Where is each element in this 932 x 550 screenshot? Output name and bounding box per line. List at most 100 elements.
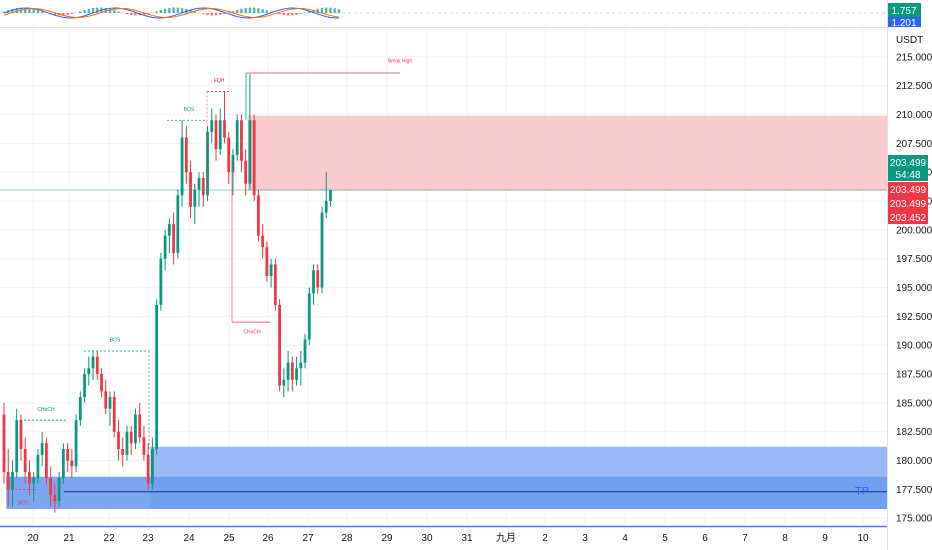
candle-body xyxy=(303,339,307,363)
indicator-bar xyxy=(91,7,95,13)
indicator-bar xyxy=(261,9,264,13)
structure-annotation: Weak High xyxy=(388,59,413,65)
zones xyxy=(6,115,888,510)
price-tag-value: 203.499 xyxy=(890,199,927,210)
candle-body xyxy=(142,437,146,455)
time-axis[interactable]: 20 21 22 23 24 25 26 27 28 29 30 31 九月 2 3 4 5 6 7 8 9 10 xyxy=(27,532,869,544)
indicator-value-text: 1.757 xyxy=(891,6,916,17)
structure-annotation: BOS xyxy=(110,338,121,344)
indicator-bar xyxy=(240,8,243,13)
candle-body xyxy=(176,195,180,253)
x-tick-label: 30 xyxy=(421,533,433,544)
candle-body xyxy=(282,379,286,386)
candle-body xyxy=(6,472,10,490)
candle-body xyxy=(273,264,277,305)
candle-body xyxy=(180,137,184,196)
indicator-bar xyxy=(28,8,31,13)
tp-label: TP xyxy=(855,486,869,498)
candle-body xyxy=(23,449,27,473)
price-tag-value: 203.452 xyxy=(890,213,927,224)
indicator-bar xyxy=(231,11,235,13)
indicator-bar xyxy=(53,13,57,15)
candle-body xyxy=(286,362,290,380)
indicator-bar xyxy=(193,11,196,13)
candle-body xyxy=(61,449,65,478)
candle-body xyxy=(53,495,57,501)
indicator-bar xyxy=(104,8,107,13)
indicator-bar xyxy=(291,13,294,16)
candle-body xyxy=(117,431,120,450)
demand-zone-deep xyxy=(6,476,888,510)
price-axis[interactable]: 215.000212.500210.000207.500205.000202.5… xyxy=(887,0,932,550)
indicator-line-fast xyxy=(3,7,339,19)
candle-body xyxy=(49,477,53,496)
x-tick-label: 28 xyxy=(341,533,353,544)
y-tick-label: 175.000 xyxy=(896,514,932,525)
candle-body xyxy=(95,356,99,375)
indicator-bar xyxy=(333,8,336,13)
indicator-bar xyxy=(125,13,129,15)
indicator-bar xyxy=(202,13,205,15)
candle-body xyxy=(112,397,116,432)
x-tick-label: 九月 xyxy=(496,532,516,544)
candle-body xyxy=(78,397,82,421)
x-tick-label: 25 xyxy=(223,533,235,544)
indicator-bar xyxy=(286,13,290,16)
indicator-bar xyxy=(312,9,315,13)
candle-body xyxy=(11,472,14,490)
candle-body xyxy=(278,304,281,386)
candle-body xyxy=(257,195,260,236)
indicator-bar xyxy=(176,7,180,13)
candle-body xyxy=(32,477,36,484)
indicator-bar xyxy=(325,7,328,13)
indicator-bar xyxy=(79,11,82,13)
candle-body xyxy=(138,414,142,438)
indicator-bar xyxy=(180,8,184,13)
candle-body xyxy=(28,472,31,484)
y-tick-label: 200.000 xyxy=(896,225,932,236)
indicator-bar xyxy=(223,13,226,14)
indicator-value-tag xyxy=(888,3,921,17)
y-tick-label: 177.500 xyxy=(896,485,932,496)
x-tick-label: 4 xyxy=(622,533,628,544)
x-tick-label: 31 xyxy=(461,533,473,544)
indicator-bar xyxy=(214,13,218,16)
indicator-bar xyxy=(168,7,171,13)
candle-body xyxy=(312,270,315,294)
indicator-bar xyxy=(265,10,269,13)
candle-body xyxy=(252,120,256,196)
indicator-strip xyxy=(0,0,887,27)
indicator-bar xyxy=(172,7,175,13)
candle-body xyxy=(100,374,103,392)
x-tick-label: 23 xyxy=(142,533,154,544)
x-tick-label: 29 xyxy=(381,533,393,544)
x-tick-label: 22 xyxy=(103,533,115,544)
candle-body xyxy=(206,131,209,196)
price-tag xyxy=(888,196,928,210)
indicator-value-text-2: 1.201 xyxy=(891,18,916,29)
y-tick-label: 180.000 xyxy=(896,456,932,467)
structure-annotation: BOS xyxy=(184,107,195,113)
candle-body xyxy=(57,477,61,501)
candle-body xyxy=(87,368,91,375)
indicator-bar xyxy=(108,9,112,13)
candle-body xyxy=(45,443,48,478)
y-tick-label: 212.500 xyxy=(896,81,932,92)
x-tick-label: 6 xyxy=(702,533,708,544)
indicator-bar xyxy=(83,10,86,13)
candle-body xyxy=(83,374,86,398)
candle-body xyxy=(214,120,218,150)
x-tick-label: 26 xyxy=(262,533,274,544)
indicator-bar xyxy=(219,13,222,15)
y-tick-label: 207.500 xyxy=(896,139,932,150)
x-tick-label: 10 xyxy=(857,533,869,544)
candle-body xyxy=(2,414,6,473)
indicator-bar xyxy=(329,7,332,13)
y-tick-label: 190.000 xyxy=(896,341,932,352)
y-tick-label: 215.000 xyxy=(896,52,932,63)
candle-body xyxy=(244,160,248,184)
structure-lines: TP BOS CHoCH BOS BOS EQH CHoCH Weak High xyxy=(0,59,887,506)
indicator-bar xyxy=(299,13,302,14)
indicator-bar xyxy=(2,11,6,13)
